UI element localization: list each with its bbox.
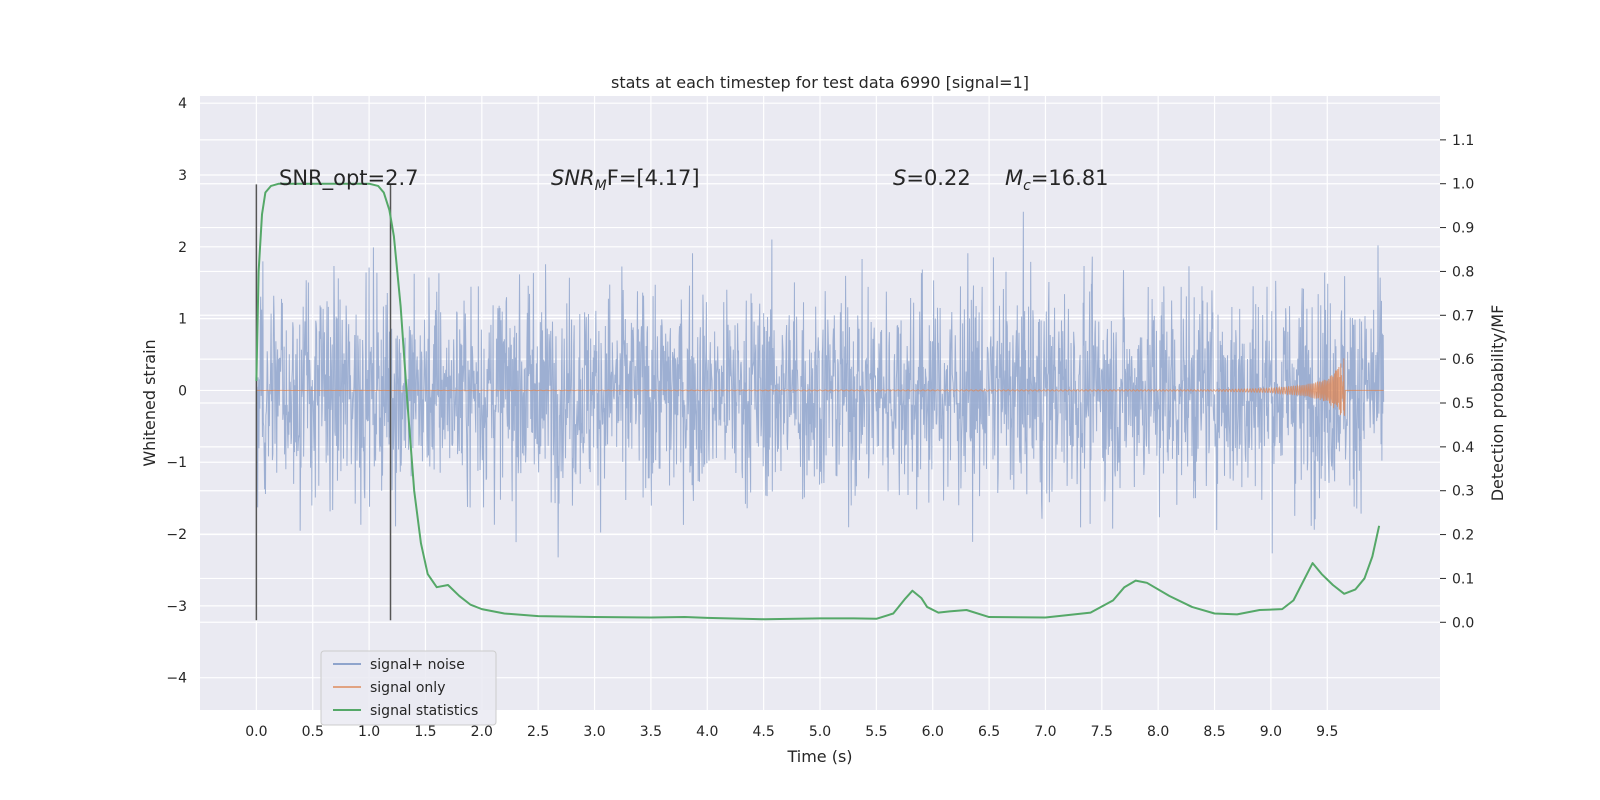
signal-noise-series <box>255 211 1385 558</box>
y2-tick-label: 0.9 <box>1452 221 1474 237</box>
signal-only-series <box>256 358 1384 416</box>
legend-box <box>320 650 497 726</box>
x-tick-label: 5.5 <box>865 724 887 740</box>
y-tick-labels: 4 3 2 1 0 −1 −2 −3 −4 <box>166 96 187 687</box>
signal-statistics-series <box>255 182 1381 621</box>
x-tick-label: 8.5 <box>1203 724 1225 740</box>
snr-mf-subscript: M <box>595 178 607 194</box>
y-tick-label: 1 <box>178 312 187 328</box>
signal-noise-line <box>255 211 1385 558</box>
x-tick-label: 4.0 <box>696 724 718 740</box>
y2-tick-label: 0.0 <box>1452 615 1474 631</box>
x-tick-label: 3.0 <box>583 724 605 740</box>
y2-tick-label: 0.6 <box>1452 352 1474 368</box>
x-tick-label: 2.5 <box>527 724 549 740</box>
y2-axis-label: Detection probability/MF <box>1488 305 1507 502</box>
chart-title: stats at each timestep for test data 699… <box>611 73 1029 92</box>
y-axis-label: Whitened strain <box>140 339 159 466</box>
y-tick-label: 2 <box>178 240 187 256</box>
mc-subscript: c <box>1023 178 1031 194</box>
y2-tick-label: 0.1 <box>1452 571 1474 587</box>
y2-tick-label: 0.4 <box>1452 440 1474 456</box>
y2-tick-label: 1.1 <box>1452 133 1474 149</box>
mc-value: =16.81 <box>1031 166 1109 190</box>
x-tick-label: 0.0 <box>245 724 267 740</box>
s-annotation: S=0.22 <box>893 166 971 190</box>
x-tick-labels: 0.0 0.5 1.0 1.5 2.0 2.5 3.0 3.5 4.0 4.5 5.0 5.5 6.0 6… <box>245 724 1338 740</box>
x-tick-label: 2.0 <box>471 724 493 740</box>
y-tick-label: −1 <box>166 455 187 471</box>
x-tick-label: 0.5 <box>302 724 324 740</box>
y2-tick-label: 0.5 <box>1452 396 1474 412</box>
legend: signal+ noise signal only signal statist… <box>320 650 497 726</box>
snr-opt-annotation: SNR_opt=2.7 <box>279 166 419 191</box>
x-tick-label: 5.0 <box>809 724 831 740</box>
s-value: =0.22 <box>906 166 970 190</box>
y-tick-label: −3 <box>166 599 187 615</box>
snr-mf-annotation: SNRMF=[4.17] <box>551 166 700 194</box>
snr-mf-base: SNR <box>551 166 595 190</box>
legend-label-stats: signal statistics <box>370 703 478 719</box>
x-tick-label: 7.5 <box>1091 724 1113 740</box>
y-tick-label: −4 <box>166 671 187 687</box>
y2-tick-labels: 0.0 0.1 0.2 0.3 0.4 0.5 0.6 0.7 0.8 0.9 1.0 1.1 <box>1440 133 1474 631</box>
y2-tick-label: 0.7 <box>1452 308 1474 324</box>
y-tick-label: 0 <box>178 383 187 399</box>
y2-tick-label: 0.8 <box>1452 264 1474 280</box>
y2-tick-label: 0.2 <box>1452 528 1474 544</box>
x-tick-label: 8.0 <box>1147 724 1169 740</box>
x-tick-label: 1.0 <box>358 724 380 740</box>
y2-tick-label: 0.3 <box>1452 484 1474 500</box>
s-symbol: S <box>893 166 906 190</box>
x-tick-label: 1.5 <box>414 724 436 740</box>
x-tick-label: 9.5 <box>1316 724 1338 740</box>
y-tick-label: 4 <box>178 96 187 112</box>
mc-symbol: M <box>1005 166 1023 190</box>
x-tick-label: 6.0 <box>922 724 944 740</box>
x-tick-label: 3.5 <box>640 724 662 740</box>
legend-label-noise: signal+ noise <box>370 657 465 673</box>
x-tick-label: 7.0 <box>1034 724 1056 740</box>
x-tick-label: 9.0 <box>1260 724 1282 740</box>
signal-only-line <box>256 358 1384 416</box>
y2-tick-label: 1.0 <box>1452 177 1474 193</box>
y-tick-label: −2 <box>166 527 187 543</box>
x-axis-label: Time (s) <box>786 747 852 766</box>
y-tick-label: 3 <box>178 168 187 184</box>
snr-mf-value: F=[4.17] <box>607 166 700 190</box>
signal-statistics-line <box>255 182 1381 621</box>
x-tick-label: 6.5 <box>978 724 1000 740</box>
vertical-markers <box>255 184 392 621</box>
x-tick-label: 4.5 <box>753 724 775 740</box>
legend-label-signal: signal only <box>370 680 445 696</box>
mc-annotation: Mc=16.81 <box>1005 166 1109 194</box>
